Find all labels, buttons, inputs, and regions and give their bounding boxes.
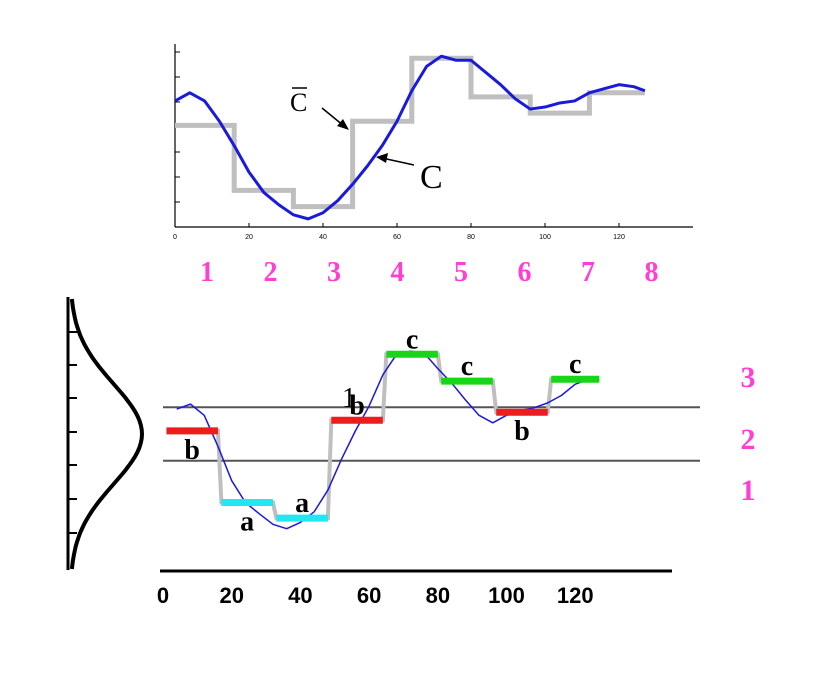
- top-x-ticks: 0 20 40 60 80 100 120: [173, 223, 625, 241]
- c-arrow-head: [376, 153, 388, 163]
- original-signal-line: [174, 54, 646, 221]
- breakpoint-label: 1: [342, 383, 356, 414]
- segment-symbol: a: [240, 507, 254, 538]
- bottom-x-tick-label: 100: [488, 583, 525, 608]
- top-x-tick-label: 120: [613, 234, 625, 241]
- segment-symbol: a: [295, 488, 309, 519]
- gaussian-distribution-curve: [69, 298, 145, 570]
- bottom-x-tick-label: 60: [357, 583, 381, 608]
- c-bar-arrow-head: [337, 119, 349, 130]
- breakpoint-lines: [163, 406, 700, 462]
- segment-symbol: b: [184, 435, 200, 466]
- bottom-x-tick-label: 20: [219, 583, 243, 608]
- top-x-tick-label: 40: [319, 234, 327, 241]
- segment-index-label: 7: [581, 257, 595, 288]
- bottom-x-ticks: 0 20 40 60 80 100 120: [157, 583, 594, 608]
- paa-staircase-bottom: [166, 352, 600, 521]
- segment-index-label: 8: [645, 257, 659, 288]
- segment-symbol: c: [461, 351, 473, 382]
- bottom-x-tick-label: 0: [157, 583, 169, 608]
- top-x-tick-label: 60: [393, 234, 401, 241]
- region-label: 3: [741, 361, 756, 394]
- c-arrow: [381, 157, 415, 166]
- top-x-tick-label: 20: [245, 234, 253, 241]
- c-bar-label: C: [290, 88, 307, 117]
- bottom-x-tick-label: 80: [426, 583, 450, 608]
- top-x-tick-label: 80: [467, 234, 475, 241]
- top-x-tick-label: 100: [539, 234, 551, 241]
- top-x-tick-label: 0: [173, 234, 177, 241]
- bottom-x-tick-label: 120: [557, 583, 594, 608]
- bottom-y-ticks: [68, 331, 77, 534]
- segment-symbol: c: [406, 324, 418, 355]
- paa-staircase-bottom-line: [166, 352, 600, 521]
- region-labels: 3 2 1: [741, 361, 756, 507]
- region-label: 1: [741, 474, 756, 507]
- segment-symbol: b: [514, 416, 530, 447]
- region-label: 2: [741, 423, 756, 456]
- segment-index-label: 2: [264, 257, 278, 288]
- c-label: C: [420, 159, 443, 196]
- segment-symbol: b: [349, 390, 365, 421]
- top-plot: 0 20 40 60 80 100 120 C C 1 2 3 4 5 6 7 8: [173, 44, 693, 288]
- segment-index-row: 1 2 3 4 5 6 7 8: [200, 257, 659, 288]
- segment-index-label: 4: [391, 257, 405, 288]
- segment-index-label: 1: [200, 257, 214, 288]
- segment-symbol: c: [569, 349, 581, 380]
- segment-index-label: 6: [518, 257, 532, 288]
- bottom-x-tick-label: 40: [288, 583, 312, 608]
- paa-staircase: [175, 55, 645, 210]
- segment-index-label: 3: [327, 257, 341, 288]
- sax-segments: b a a b c c b c: [166, 324, 600, 538]
- segment-index-label: 5: [454, 257, 468, 288]
- bottom-plot: 0 20 40 60 80 100 120 1 b a a b c c b c 3 2 1: [66, 297, 756, 608]
